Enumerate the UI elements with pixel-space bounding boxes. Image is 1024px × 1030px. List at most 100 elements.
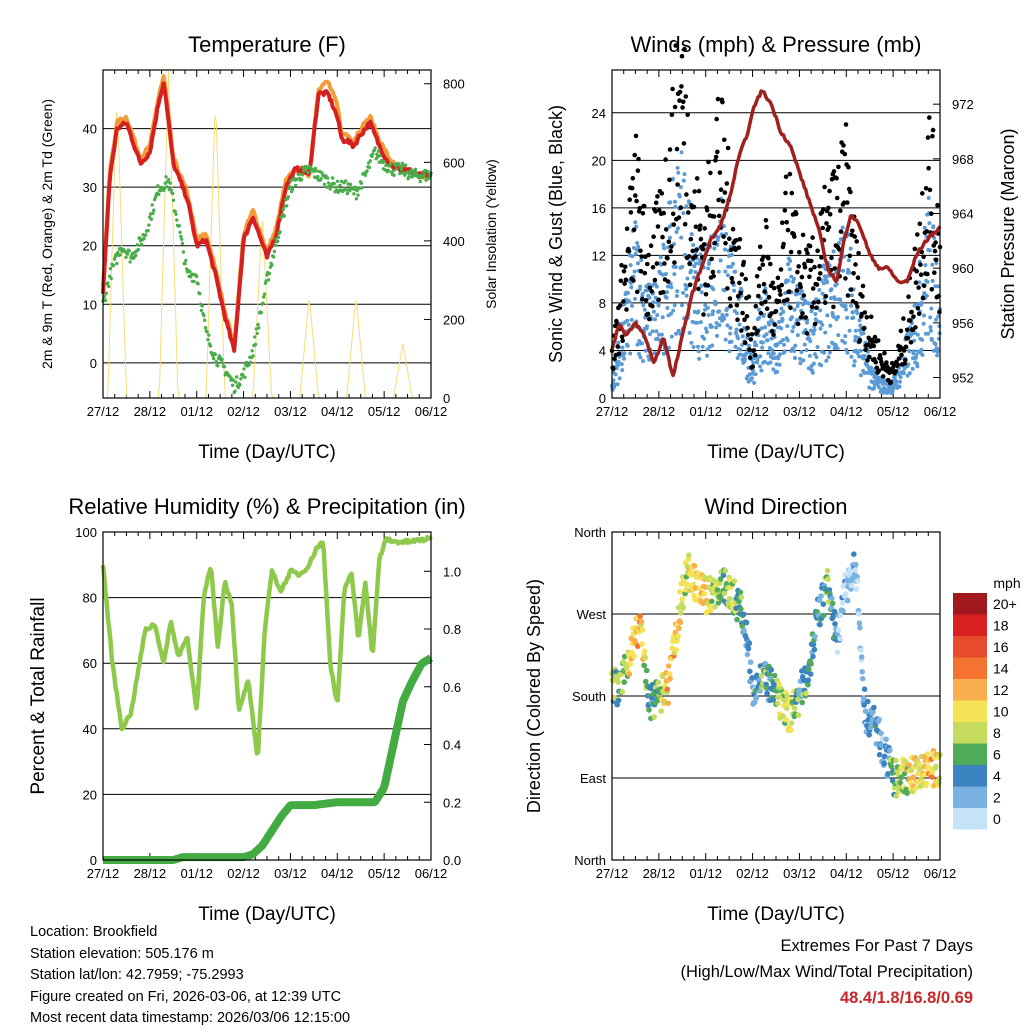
gust-point (737, 280, 742, 286)
wind-direction-point (667, 675, 673, 682)
sonic-wind-point (922, 313, 926, 318)
dewpoint-point (166, 177, 171, 182)
wind-direction-point (912, 785, 919, 792)
gust-point (908, 340, 914, 345)
gust-point (730, 280, 735, 285)
gust-point (745, 325, 750, 331)
sonic-wind-point (729, 252, 734, 257)
dewpoint-point (290, 187, 295, 192)
gust-point (761, 281, 767, 287)
dewpoint-point (153, 195, 158, 199)
wind-direction-point (853, 586, 860, 592)
dewpoint-point (199, 308, 204, 313)
y2-tick-label: 200 (443, 312, 465, 327)
gust-point (715, 96, 721, 102)
sonic-wind-point (780, 338, 785, 342)
sonic-wind-point (654, 329, 659, 334)
gust-point (684, 192, 689, 197)
sonic-wind-point (672, 303, 677, 308)
sonic-wind-point (732, 288, 737, 293)
dewpoint-point (330, 176, 335, 180)
gust-point (800, 311, 805, 316)
y2-tick-label: 0.4 (443, 738, 461, 753)
gust-point (795, 269, 800, 275)
dewpoint-point (206, 338, 210, 342)
sonic-wind-point (765, 338, 770, 343)
gust-point (836, 246, 842, 252)
sonic-wind-point (771, 351, 776, 356)
dewpoint-point (146, 228, 150, 233)
gust-point (739, 328, 744, 333)
sonic-wind-point (757, 315, 762, 320)
gust-point (764, 224, 769, 230)
colorbar-label: 18 (993, 618, 1009, 634)
gust-point (630, 176, 636, 181)
gust-point (681, 141, 687, 146)
dewpoint-point (152, 208, 156, 212)
gust-point (688, 236, 694, 242)
y2-tick-label: 0 (443, 391, 450, 406)
dewpoint-point (261, 301, 265, 305)
gust-point (884, 360, 889, 365)
gust-point (648, 243, 654, 248)
gust-point (618, 278, 624, 284)
sonic-wind-point (651, 309, 656, 314)
wind-direction-point (655, 679, 662, 686)
wind-direction-point (858, 647, 864, 653)
colorbar-swatch (953, 722, 987, 744)
gust-point (896, 356, 902, 361)
wind-direction-point (910, 774, 917, 780)
dewpoint-point (407, 175, 411, 179)
dewpoint-point (143, 233, 148, 237)
wind-direction-point (799, 699, 805, 706)
sonic-wind-point (779, 306, 784, 311)
sonic-wind-point (673, 199, 677, 204)
sonic-wind-point (647, 332, 652, 337)
sonic-wind-point (812, 328, 817, 332)
gust-point (724, 181, 730, 186)
sonic-wind-point (898, 375, 903, 380)
y2-tick-label: 0.2 (443, 795, 461, 810)
dewpoint-point (367, 165, 372, 170)
wind-direction-point (839, 600, 846, 606)
wind-direction-point (691, 592, 697, 599)
gust-point (660, 234, 665, 240)
wind-direction-point (615, 697, 622, 704)
sonic-wind-point (647, 295, 652, 300)
wind-direction-point (775, 700, 781, 707)
sonic-wind-point (679, 150, 684, 155)
sonic-wind-point (833, 297, 837, 302)
gust-point (740, 310, 745, 316)
wind-direction-point (861, 702, 867, 708)
sonic-wind-point (927, 248, 932, 253)
sonic-wind-point (695, 320, 700, 325)
gust-point (780, 220, 785, 225)
gust-point (827, 212, 833, 217)
sonic-wind-point (615, 382, 620, 387)
sonic-wind-point (749, 376, 754, 381)
dewpoint-point (348, 182, 353, 187)
gust-point (742, 340, 748, 346)
wind-direction-point (873, 741, 880, 747)
sonic-wind-point (650, 329, 655, 334)
sonic-wind-point (822, 350, 827, 355)
dewpoint-point (398, 171, 402, 176)
dewpoint-point (102, 294, 107, 298)
gust-point (863, 347, 868, 353)
dewpoint-point (319, 177, 323, 181)
gust-point (855, 304, 860, 309)
sonic-wind-point (722, 316, 727, 321)
gust-point (720, 198, 726, 204)
colorbar-swatch (953, 636, 987, 658)
sonic-wind-point (853, 338, 858, 343)
dewpoint-point (282, 214, 286, 218)
sonic-wind-point (698, 320, 703, 325)
dewpoint-point (326, 181, 331, 185)
gust-point (831, 169, 837, 174)
y2-tick-label: 1.0 (443, 564, 461, 579)
gust-point (687, 261, 692, 267)
sonic-wind-point (792, 349, 797, 353)
dewpoint-point (238, 383, 242, 387)
gust-point (880, 374, 886, 379)
gust-point (925, 271, 930, 277)
